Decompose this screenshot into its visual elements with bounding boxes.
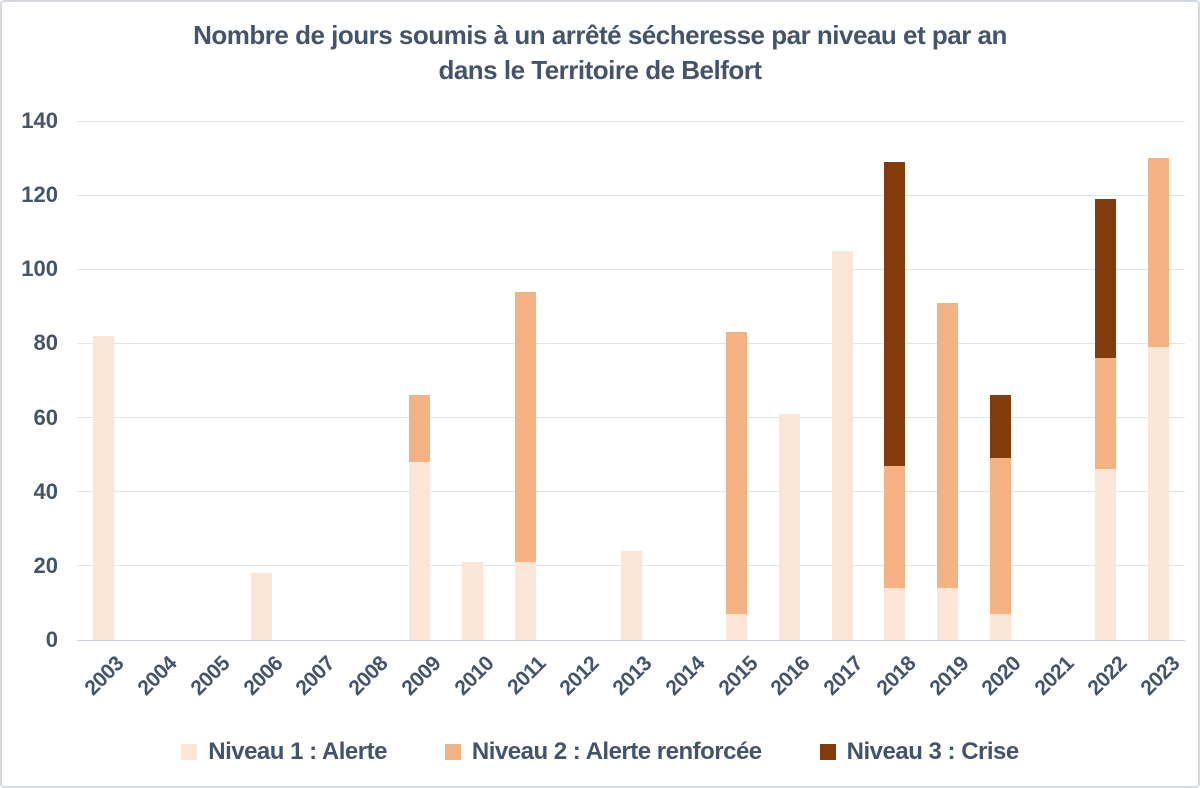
- bar-segment-2006-niveau1: [251, 573, 273, 640]
- bar-segment-2016-niveau1: [778, 413, 800, 640]
- gridline: [77, 268, 1185, 270]
- y-axis-tick-label: 100: [21, 256, 58, 282]
- chart-title: Nombre de jours soumis à un arrêté séche…: [2, 18, 1198, 88]
- x-axis-line: [77, 639, 1185, 641]
- bar-segment-2018-niveau3: [884, 161, 906, 466]
- legend-swatch-niveau2: [444, 744, 461, 760]
- bar-segment-2020-niveau2: [989, 458, 1011, 615]
- legend-label-niveau1: Niveau 1 : Alerte: [208, 738, 387, 765]
- legend-item-niveau1: Niveau 1 : Alerte: [181, 738, 387, 766]
- y-axis-tick-label: 140: [21, 108, 58, 133]
- bar-segment-2015-niveau1: [726, 614, 748, 640]
- bar-segment-2015-niveau2: [726, 332, 748, 615]
- bar-segment-2017-niveau1: [831, 250, 853, 640]
- bar-segment-2009-niveau1: [409, 462, 431, 640]
- bar-segment-2011-niveau2: [514, 291, 536, 563]
- gridline: [77, 120, 1185, 122]
- legend: Niveau 1 : Alerte Niveau 2 : Alerte renfo…: [2, 735, 1198, 769]
- bar-segment-2020-niveau3: [989, 395, 1011, 459]
- bar-segment-2018-niveau2: [884, 465, 906, 589]
- gridline: [77, 417, 1185, 419]
- bar-segment-2019-niveau2: [937, 302, 959, 589]
- bar-segment-2003-niveau1: [92, 336, 114, 640]
- legend-swatch-niveau1: [181, 744, 198, 760]
- bar-segment-2019-niveau1: [937, 588, 959, 640]
- chart-title-line1: Nombre de jours soumis à un arrêté séche…: [193, 20, 1007, 50]
- legend-item-niveau2: Niveau 2 : Alerte renforcée: [444, 738, 762, 766]
- gridline: [77, 342, 1185, 344]
- legend-item-niveau3: Niveau 3 : Crise: [819, 738, 1020, 766]
- bar-segment-2020-niveau1: [989, 614, 1011, 640]
- legend-label-niveau2: Niveau 2 : Alerte renforcée: [471, 738, 762, 765]
- bar-segment-2011-niveau1: [514, 562, 536, 640]
- bar-segment-2010-niveau1: [462, 562, 484, 640]
- y-axis-tick-label: 60: [33, 404, 58, 430]
- y-axis-tick-label: 120: [21, 182, 58, 208]
- chart-title-line2: dans le Territoire de Belfort: [438, 55, 762, 85]
- y-axis-tick-label: 80: [33, 330, 58, 356]
- bar-segment-2009-niveau2: [409, 395, 431, 463]
- bar-segment-2018-niveau1: [884, 588, 906, 640]
- y-axis-tick-label: 0: [45, 627, 58, 652]
- bar-segment-2022-niveau3: [1095, 198, 1117, 359]
- legend-swatch-niveau3: [819, 744, 836, 760]
- bar-segment-2023-niveau1: [1148, 347, 1170, 640]
- legend-label-niveau3: Niveau 3 : Crise: [846, 738, 1020, 765]
- bar-segment-2023-niveau2: [1148, 158, 1170, 348]
- gridline: [77, 194, 1185, 196]
- bar-segment-2022-niveau1: [1095, 469, 1117, 640]
- y-axis-tick-label: 40: [33, 478, 58, 504]
- bar-segment-2013-niveau1: [620, 551, 642, 640]
- bar-segment-2022-niveau2: [1095, 358, 1117, 470]
- gridline: [77, 491, 1185, 493]
- y-axis-tick-label: 20: [33, 552, 58, 578]
